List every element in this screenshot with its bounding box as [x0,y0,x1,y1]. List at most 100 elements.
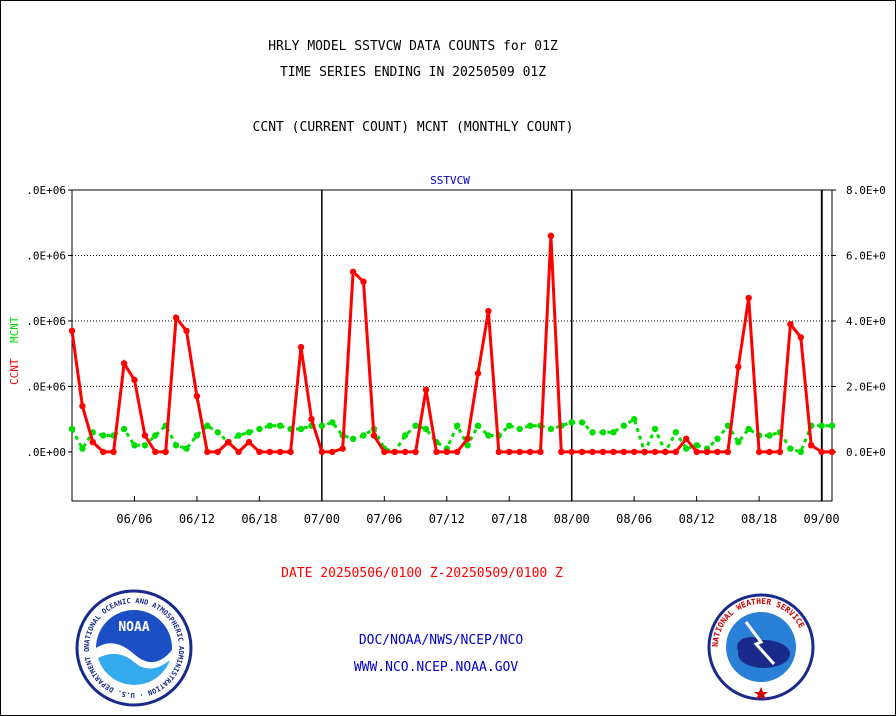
data-point-mcnt [349,435,357,442]
data-point-ccnt [266,448,273,456]
data-point-mcnt [474,422,482,429]
data-point-mcnt [568,419,575,426]
data-point-mcnt [297,425,305,433]
data-point-mcnt [266,422,273,429]
y-axis-right: 0.0E+0 2.0E+0 4.0E+0 6.0E+0 8.0E+0 [832,184,886,459]
noaa-wordmark: NOAA [118,620,149,635]
data-point-ccnt [651,448,659,456]
data-point-ccnt [516,448,523,456]
y-label-mcnt: MCNT [8,316,21,343]
data-point-mcnt [745,425,752,433]
data-point-mcnt [516,425,523,433]
header-title-line3: CCNT (CURRENT COUNT) MCNT (MONTHLY COUNT… [252,120,574,135]
data-point-ccnt [433,448,440,456]
x-tick-label: 08/06 [616,512,652,526]
data-point-mcnt [651,425,659,433]
data-point-ccnt [79,402,86,410]
data-point-ccnt [755,448,763,456]
data-point-mcnt [766,432,773,439]
y-tick-label-left: .0E+06 [26,249,66,262]
data-point-ccnt [89,438,97,446]
data-point-mcnt [402,432,409,439]
org-label: DOC/NOAA/NWS/NCEP/NCO [358,633,524,648]
data-point-ccnt [131,376,138,384]
y-tick-label-right: 6.0E+0 [846,249,886,262]
data-point-mcnt [193,432,201,439]
data-point-ccnt [620,448,627,456]
date-range-label: DATE 20250506/0100 Z-20250509/0100 Z [281,566,563,581]
data-point-mcnt [818,422,825,429]
data-point-ccnt [662,448,669,456]
data-point-mcnt [329,419,336,426]
x-tick-label: 06/12 [179,512,215,526]
data-point-ccnt [256,448,263,456]
data-point-mcnt [318,422,326,429]
data-point-ccnt [495,448,502,456]
data-point-ccnt [339,445,346,452]
data-point-mcnt [235,432,242,439]
data-point-ccnt [120,360,128,367]
data-point-mcnt [245,429,253,436]
data-point-ccnt [589,448,596,456]
data-point-mcnt [79,445,86,452]
y-tick-label-left: .0E+06 [26,184,66,197]
data-point-ccnt [370,432,378,439]
data-point-mcnt [589,429,596,436]
data-point-ccnt [485,307,492,315]
data-point-ccnt [506,448,513,456]
data-point-mcnt [360,432,367,439]
data-point-mcnt [828,422,836,429]
y-axis-left: .0E+00 .0E+06 .0E+06 .0E+06 .0E+06 [26,184,72,459]
data-point-mcnt [277,422,284,429]
data-point-ccnt [766,448,773,456]
data-point-ccnt [724,448,732,456]
x-tick-label: 07/00 [304,512,340,526]
data-point-ccnt [152,448,159,456]
data-point-ccnt [225,438,232,446]
data-point-mcnt [100,432,107,439]
data-point-ccnt [787,321,794,328]
data-point-ccnt [183,327,190,334]
chart-title: SSTVCW [430,174,470,187]
data-point-mcnt [797,448,804,456]
data-point-ccnt [235,448,242,456]
data-point-ccnt [391,448,398,456]
x-tick-label: 07/12 [429,512,465,526]
data-point-ccnt [110,448,117,456]
series-layer [68,232,836,457]
series-line-ccnt [70,235,832,454]
x-tick-label: 08/12 [679,512,715,526]
y-tick-label-right: 2.0E+0 [846,380,886,393]
data-point-mcnt [214,429,221,436]
data-point-mcnt [714,435,721,442]
data-point-ccnt [703,448,711,456]
y-tick-label-right: 4.0E+0 [846,315,886,328]
data-point-mcnt [68,425,76,433]
data-point-ccnt [308,416,315,423]
data-point-ccnt [797,334,804,341]
data-point-ccnt [776,448,784,456]
data-point-mcnt [422,425,430,433]
data-point-ccnt [193,393,201,400]
data-point-ccnt [412,448,419,456]
data-point-mcnt [256,425,263,433]
data-point-mcnt [526,422,534,429]
x-tick-label: 06/18 [241,512,277,526]
data-point-mcnt [131,442,138,449]
data-point-ccnt [454,448,461,456]
data-point-ccnt [537,448,544,456]
data-point-ccnt [141,432,149,439]
data-point-mcnt [506,422,513,429]
data-point-ccnt [672,448,679,456]
x-tick-label: 09/00 [804,512,840,526]
data-point-ccnt [735,363,742,370]
y-tick-label-left: .0E+06 [26,315,66,328]
data-point-mcnt [610,429,617,436]
data-point-ccnt [318,448,326,456]
website-link[interactable]: WWW.NCO.NCEP.NOAA.GOV [353,660,519,675]
data-point-mcnt [578,419,586,426]
data-point-ccnt [631,448,638,456]
x-tick-label: 08/00 [554,512,590,526]
data-point-ccnt [599,448,607,456]
data-point-ccnt [214,448,221,456]
